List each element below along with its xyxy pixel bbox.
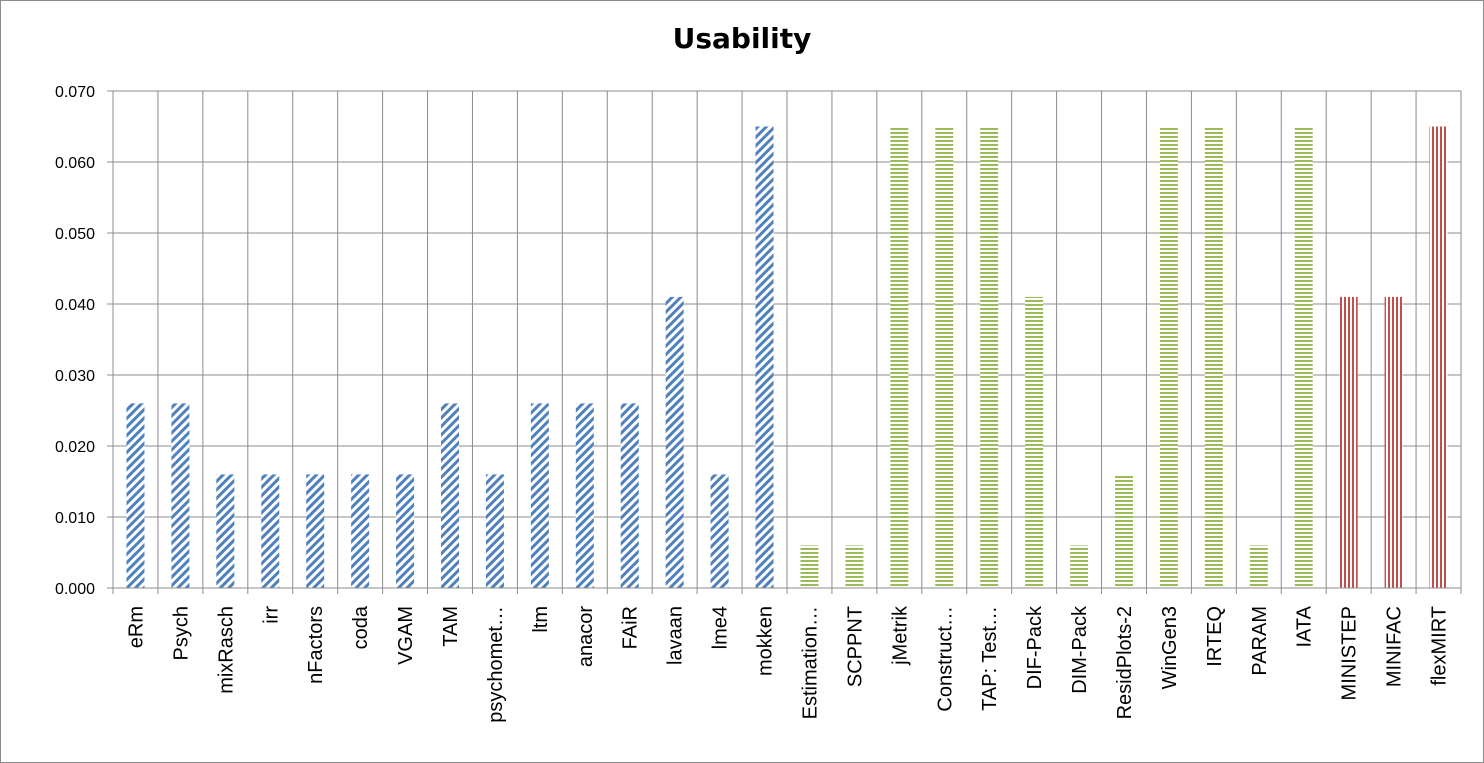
y-tick-label: 0.010 [55, 510, 95, 527]
x-tick-label: MINISTEP [1339, 606, 1361, 700]
x-tick-label: coda [350, 605, 372, 649]
x-tick-label: MINIFAC [1384, 606, 1406, 687]
x-tick-label: VGAM [395, 606, 417, 665]
bar [665, 296, 684, 588]
bar [980, 126, 999, 588]
x-tick-label: mixRasch [215, 606, 237, 694]
bar [710, 474, 729, 588]
bar [1384, 296, 1403, 588]
y-axis: 0.000 0.010 0.020 0.030 0.040 0.050 0.060 0.070 [55, 84, 114, 598]
x-tick-label: FAiR [620, 606, 642, 649]
y-tick-label: 0.050 [55, 226, 95, 243]
y-tick-label: 0.020 [55, 439, 95, 456]
bar [620, 403, 639, 588]
x-tick-label: IRTEQ [1204, 606, 1226, 667]
bar [306, 474, 325, 588]
x-tick-label: WinGen3 [1159, 606, 1181, 689]
bars [126, 126, 1448, 588]
bar [800, 545, 819, 588]
x-tick-label: IATA [1294, 605, 1316, 647]
bar [441, 403, 459, 588]
x-tick-label: lme4 [710, 606, 732, 649]
x-tick-label: flexMIRT [1429, 606, 1451, 686]
x-tick-label: nFactors [305, 606, 327, 684]
x-tick-label: TAP: Test… [979, 606, 1001, 711]
y-tick-label: 0.070 [55, 84, 95, 101]
bar [1115, 474, 1133, 588]
bar [1204, 126, 1223, 588]
x-tick-label: DIF-Pack [1024, 605, 1046, 689]
x-tick-label: eRm [125, 606, 147, 648]
x-tick-label: mokken [755, 606, 777, 676]
y-tick-label: 0.040 [55, 297, 95, 314]
bar [171, 403, 190, 588]
bar [261, 474, 280, 588]
x-tick-label: PARAM [1249, 606, 1271, 676]
x-tick-label: lavaan [665, 606, 687, 665]
bar [485, 474, 504, 588]
x-tick-label: Estimation… [799, 606, 821, 719]
x-tick-label: DIM-Pack [1069, 605, 1091, 694]
bar [755, 126, 774, 588]
x-tick-label: anacor [575, 606, 597, 667]
bar [1159, 126, 1178, 588]
x-tick-label: SCPPNT [844, 606, 866, 687]
bar [890, 126, 909, 588]
y-tick-label: 0.000 [55, 581, 95, 598]
bar [1294, 126, 1313, 588]
x-tick-label: ltm [530, 606, 552, 633]
bar [126, 403, 145, 588]
x-tick-label: Construct… [934, 606, 956, 712]
bar [1429, 126, 1448, 588]
x-tick-label: Psych [170, 606, 192, 660]
grid-lines [107, 90, 1462, 594]
bar [396, 474, 415, 588]
bar [575, 403, 594, 588]
y-tick-label: 0.030 [55, 368, 95, 385]
bar [1025, 296, 1044, 588]
bar [1249, 545, 1268, 588]
bar [935, 126, 954, 588]
x-tick-label: jMetrik [889, 605, 911, 666]
bar [351, 474, 370, 588]
bar [845, 545, 864, 588]
x-tick-label: ResidPlots-2 [1114, 606, 1136, 719]
x-tick-label: psychomet… [485, 606, 507, 723]
bar [530, 403, 549, 588]
x-tick-label: TAM [440, 606, 462, 647]
chart-title: Usability [672, 22, 812, 55]
y-tick-label: 0.060 [55, 155, 95, 172]
bar [1339, 296, 1358, 588]
x-axis: eRm Psych mixRasch irr nFactors coda VGAM TAM ps… [113, 587, 1461, 723]
bar [1070, 545, 1089, 588]
bar [216, 474, 235, 588]
x-tick-label: irr [260, 606, 282, 624]
